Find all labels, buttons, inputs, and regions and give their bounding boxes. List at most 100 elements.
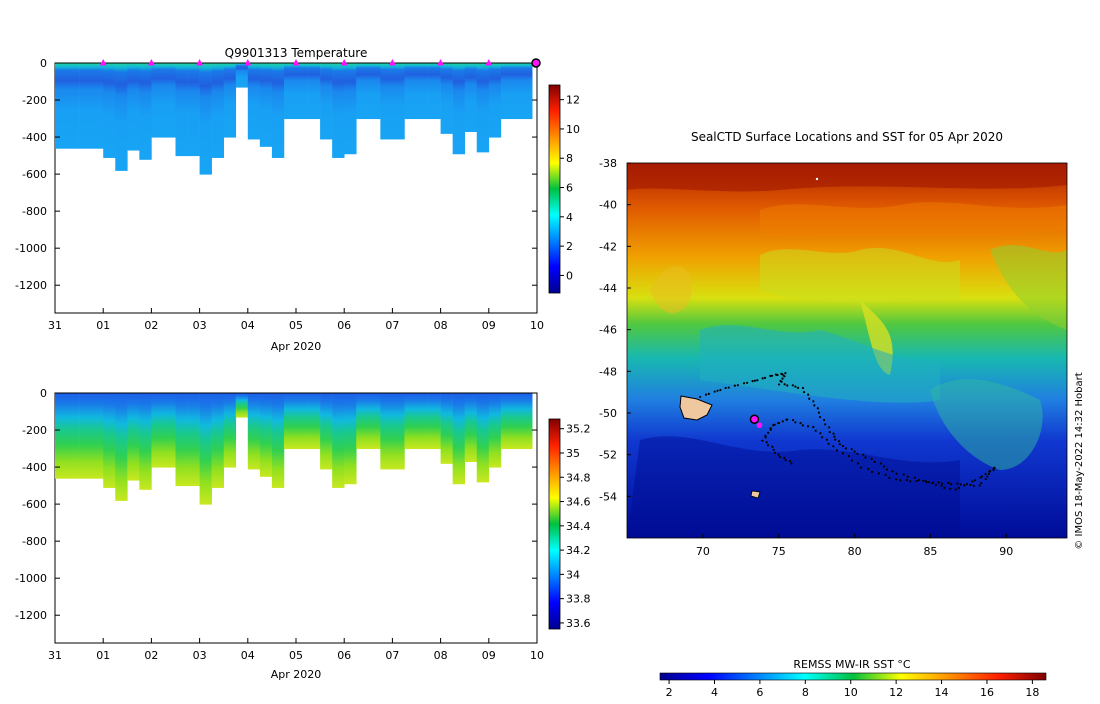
track-point (772, 424, 775, 427)
track-point (915, 479, 918, 483)
y-tick-label: -400 (22, 131, 47, 144)
profile-column (464, 63, 478, 133)
temperature-colorbar (548, 84, 561, 294)
salinity-profiles (55, 393, 533, 505)
track-point (765, 441, 768, 444)
y-tick-label: -800 (22, 205, 47, 218)
temperature-axes: 31 01 02 03 04 05 06 07 08 09 10 0 -200 -400 -600 -800 -… (15, 57, 544, 332)
profile-column (464, 393, 478, 463)
profile-column (404, 393, 417, 450)
profile-column (103, 63, 116, 158)
profile-column (247, 393, 261, 470)
profile-column (332, 63, 345, 158)
track-point (716, 389, 719, 392)
track-point (784, 372, 787, 375)
colorbar-tick-label: 8 (566, 152, 573, 165)
colorbar-tick-label: 12 (566, 94, 580, 107)
track-point (825, 438, 828, 441)
track-point (781, 377, 784, 380)
map-y-tick-label: -38 (599, 157, 617, 170)
track-point (818, 415, 822, 419)
x-tick-label: 02 (144, 649, 158, 662)
track-point (844, 447, 847, 450)
y-tick-label: -1200 (15, 279, 47, 292)
profile-column (416, 63, 429, 120)
salinity-colorbar (548, 418, 561, 630)
surface-marker (292, 59, 300, 66)
track-point (790, 462, 793, 465)
profile-column (223, 393, 237, 468)
surface-marker (388, 59, 396, 66)
track-point (816, 407, 819, 410)
profile-column (163, 393, 176, 468)
track-point (859, 466, 863, 469)
track-point (707, 392, 710, 395)
profile-column (175, 393, 188, 487)
profile-column (500, 393, 514, 450)
track-point (959, 483, 962, 486)
track-point (879, 462, 882, 465)
profile-column (271, 393, 285, 488)
profile-column (452, 63, 465, 155)
track-point (781, 372, 784, 376)
track-point (761, 377, 764, 380)
profile-column (151, 393, 164, 468)
track-point (769, 428, 772, 431)
profile-column (235, 393, 249, 418)
profile-column (223, 63, 237, 138)
track-point (978, 484, 981, 487)
track-point (801, 386, 805, 390)
track-point (984, 477, 987, 481)
track-point (736, 384, 740, 387)
profile-column (235, 63, 249, 88)
y-tick-label: -600 (22, 168, 47, 181)
track-point (833, 435, 836, 438)
profile-column (115, 63, 128, 171)
profile-column (187, 393, 200, 487)
profile-column (296, 63, 309, 120)
x-tick-label: 07 (385, 319, 399, 332)
profile-column (416, 393, 429, 450)
track-point (832, 445, 835, 448)
sst-colorbar-tick-label: 2 (666, 686, 673, 699)
track-point (934, 483, 938, 486)
surface-marker (485, 59, 493, 66)
map-y-tick-label: -50 (599, 407, 617, 420)
profile-column (79, 63, 104, 149)
map-y-tick-label: -42 (599, 240, 617, 253)
track-point (819, 432, 822, 435)
profile-column (308, 63, 321, 120)
profile-column (524, 63, 533, 120)
surface-marker (196, 59, 204, 66)
track-point (777, 383, 781, 386)
track-point (937, 481, 940, 484)
x-tick-label: 31 (48, 319, 62, 332)
profile-column (356, 63, 369, 120)
track-point (895, 478, 898, 481)
profile-column (356, 393, 369, 450)
colorbar-tick-label: 34.6 (566, 496, 591, 509)
heard-island (750, 490, 761, 499)
track-point (751, 380, 754, 383)
track-point (899, 479, 902, 482)
profile-column (476, 393, 490, 483)
track-point (699, 395, 702, 399)
profile-column (79, 393, 104, 479)
track-point (780, 380, 783, 383)
x-tick-label: 08 (434, 319, 448, 332)
y-tick-label: 0 (40, 57, 47, 70)
map-x-tick-label: 75 (772, 545, 786, 558)
track-point (767, 431, 770, 434)
track-point (838, 443, 841, 446)
x-tick-label: 09 (482, 319, 496, 332)
map-x-tick-label: 80 (848, 545, 862, 558)
sst-colorbar-tick-label: 16 (980, 686, 994, 699)
track-point (821, 436, 824, 439)
profile-column (512, 393, 526, 450)
x-tick-label: 04 (241, 319, 255, 332)
colorbar-tick-label: 4 (566, 211, 573, 224)
track-point (776, 373, 779, 377)
profile-column (428, 393, 441, 450)
track-point (847, 455, 851, 458)
x-tick-label: 10 (530, 649, 544, 662)
